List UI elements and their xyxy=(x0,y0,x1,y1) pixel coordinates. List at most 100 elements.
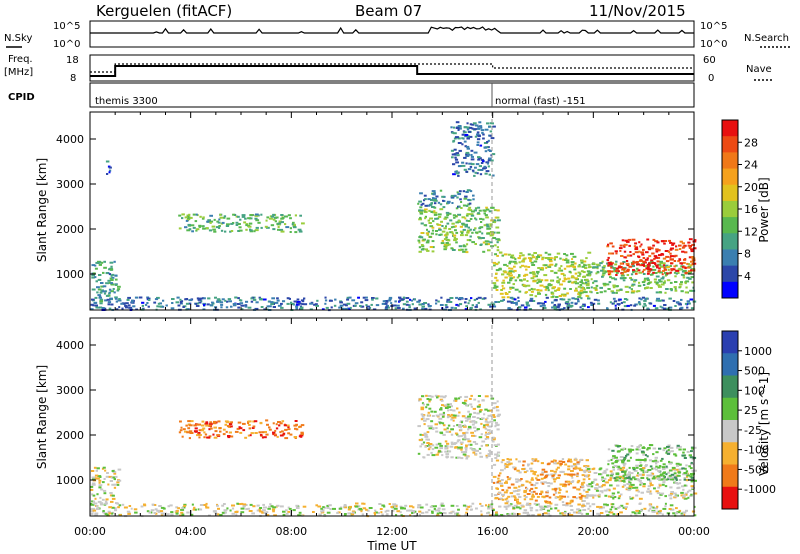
scatter-cell xyxy=(602,480,606,482)
scatter-cell xyxy=(577,300,580,303)
scatter-cell xyxy=(689,298,694,301)
scatter-cell xyxy=(497,477,500,480)
scatter-cell xyxy=(117,479,122,482)
scatter-cell xyxy=(635,261,639,263)
scatter-cell xyxy=(513,504,518,507)
scatter-cell xyxy=(170,513,174,516)
scatter-cell xyxy=(502,279,505,282)
scatter-cell xyxy=(384,302,388,305)
scatter-cell xyxy=(628,286,631,289)
scatter-cell xyxy=(623,456,627,459)
scatter-cell xyxy=(616,513,620,516)
scatter-cell xyxy=(486,421,490,424)
scatter-cell xyxy=(592,467,596,470)
scatter-cell xyxy=(614,250,618,253)
scatter-cell xyxy=(553,306,557,309)
scatter-cell xyxy=(647,485,651,488)
scatter-cell xyxy=(437,442,442,445)
scatter-cell xyxy=(647,447,651,450)
scatter-cell xyxy=(470,420,474,423)
scatter-cell xyxy=(680,273,684,276)
scatter-cell xyxy=(123,302,126,305)
scatter-cell xyxy=(607,272,612,275)
scatter-cell xyxy=(433,197,437,200)
scatter-cell xyxy=(560,308,565,311)
scatter-cell xyxy=(219,216,224,219)
scatter-cell xyxy=(110,512,114,515)
scatter-cell xyxy=(299,214,302,217)
scatter-cell xyxy=(580,261,584,264)
scatter-cell xyxy=(537,292,541,295)
scatter-cell xyxy=(660,240,665,243)
scatter-cell xyxy=(309,302,313,305)
scatter-cell xyxy=(537,513,542,516)
scatter-cell xyxy=(457,446,461,449)
scatter-cell xyxy=(620,274,625,277)
scatter-cell xyxy=(590,485,594,488)
scatter-cell xyxy=(466,438,470,441)
scatter-cell xyxy=(185,424,188,427)
scatter-cell xyxy=(667,444,671,447)
scatter-cell xyxy=(581,485,585,488)
scatter-cell xyxy=(90,512,94,515)
scatter-cell xyxy=(574,302,577,305)
scatter-cell xyxy=(487,505,491,508)
scatter-cell xyxy=(510,256,513,259)
scatter-cell xyxy=(585,469,589,472)
scatter-cell xyxy=(238,427,243,430)
scatter-cell xyxy=(456,191,459,194)
scatter-cell xyxy=(554,256,558,259)
scatter-cell xyxy=(555,468,558,471)
colorbar-tick-label: -100 xyxy=(744,444,769,457)
scatter-cell xyxy=(418,510,422,513)
scatter-cell xyxy=(625,260,629,262)
scatter-cell xyxy=(434,394,438,397)
scatter-cell xyxy=(634,248,639,251)
scatter-cell xyxy=(606,503,609,506)
scatter-cell xyxy=(268,217,273,220)
scatter-cell xyxy=(500,469,504,472)
scatter-cell xyxy=(207,297,211,300)
scatter-cell xyxy=(247,306,252,309)
scatter-cell xyxy=(453,239,457,242)
scatter-cell xyxy=(685,470,689,473)
scatter-cell xyxy=(162,299,165,302)
scatter-cell xyxy=(554,289,557,292)
scatter-cell xyxy=(93,302,97,304)
scatter-cell xyxy=(270,215,275,218)
scatter-cell xyxy=(196,302,200,305)
scatter-cell xyxy=(225,225,230,227)
scatter-cell xyxy=(464,234,469,237)
scatter-cell xyxy=(530,277,535,280)
scatter-cell xyxy=(590,278,593,281)
scatter-cell xyxy=(676,482,680,485)
scatter-cell xyxy=(464,446,468,449)
scatter-cell xyxy=(492,125,496,128)
scatter-cell xyxy=(95,477,98,480)
scatter-cell xyxy=(607,459,611,462)
scatter-cell xyxy=(435,195,439,198)
scatter-cell xyxy=(435,302,438,305)
scatter-cell xyxy=(616,445,620,448)
scatter-cell xyxy=(467,153,471,156)
scatter-cell xyxy=(439,413,443,416)
scatter-cell xyxy=(160,512,165,515)
scatter-cell xyxy=(484,408,488,411)
scatter-cell xyxy=(551,474,555,477)
scatter-cell xyxy=(648,262,651,265)
scatter-cell xyxy=(282,300,286,303)
scatter-cell xyxy=(623,470,626,473)
scatter-cell xyxy=(603,477,607,480)
scatter-cell xyxy=(252,505,256,508)
scatter-cell xyxy=(114,296,118,299)
scatter-cell xyxy=(247,507,250,510)
scatter-cell xyxy=(530,483,534,486)
scatter-cell xyxy=(480,433,483,436)
scatter-cell xyxy=(642,260,646,263)
scatter-cell xyxy=(541,495,546,498)
scatter-cell xyxy=(459,230,464,233)
scatter-cell xyxy=(590,482,594,484)
scatter-cell xyxy=(631,263,635,266)
scatter-cell xyxy=(666,279,671,282)
scatter-cell xyxy=(672,512,676,515)
